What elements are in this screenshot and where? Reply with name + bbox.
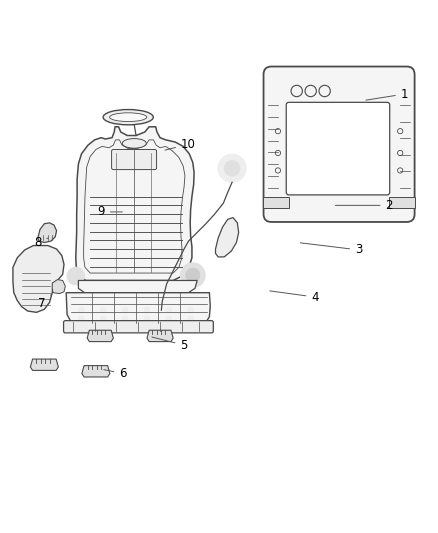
Circle shape (187, 316, 194, 322)
Ellipse shape (103, 110, 153, 125)
Circle shape (122, 307, 128, 313)
Circle shape (78, 316, 85, 322)
Polygon shape (147, 330, 173, 342)
Ellipse shape (122, 139, 146, 148)
FancyBboxPatch shape (112, 149, 156, 169)
Polygon shape (52, 280, 65, 294)
Text: 6: 6 (104, 367, 127, 380)
FancyBboxPatch shape (264, 67, 415, 222)
Text: 7: 7 (39, 295, 51, 310)
Polygon shape (215, 217, 239, 257)
Text: 8: 8 (34, 236, 48, 249)
Text: 1: 1 (366, 87, 408, 101)
FancyBboxPatch shape (64, 321, 213, 333)
Text: 2: 2 (336, 199, 393, 212)
Circle shape (67, 268, 85, 285)
Polygon shape (78, 280, 197, 293)
Circle shape (78, 307, 85, 313)
Polygon shape (87, 330, 113, 342)
FancyBboxPatch shape (286, 102, 390, 195)
Polygon shape (66, 293, 210, 326)
Circle shape (166, 307, 172, 313)
Polygon shape (13, 246, 64, 312)
Text: 5: 5 (152, 337, 188, 352)
Polygon shape (82, 366, 110, 377)
Circle shape (166, 316, 172, 322)
Circle shape (122, 316, 128, 322)
Circle shape (144, 307, 150, 313)
Circle shape (100, 307, 106, 313)
Circle shape (218, 154, 246, 182)
Polygon shape (389, 197, 416, 207)
Text: 4: 4 (270, 290, 319, 304)
Polygon shape (38, 223, 57, 243)
Polygon shape (76, 127, 194, 280)
Text: 3: 3 (300, 243, 362, 256)
Circle shape (100, 316, 106, 322)
Circle shape (224, 160, 240, 176)
Circle shape (186, 268, 200, 282)
Circle shape (180, 263, 205, 287)
Text: 9: 9 (97, 205, 122, 219)
Circle shape (144, 316, 150, 322)
Circle shape (187, 307, 194, 313)
Polygon shape (263, 197, 289, 207)
Polygon shape (30, 359, 58, 370)
Ellipse shape (110, 113, 147, 122)
Text: 10: 10 (165, 138, 196, 151)
